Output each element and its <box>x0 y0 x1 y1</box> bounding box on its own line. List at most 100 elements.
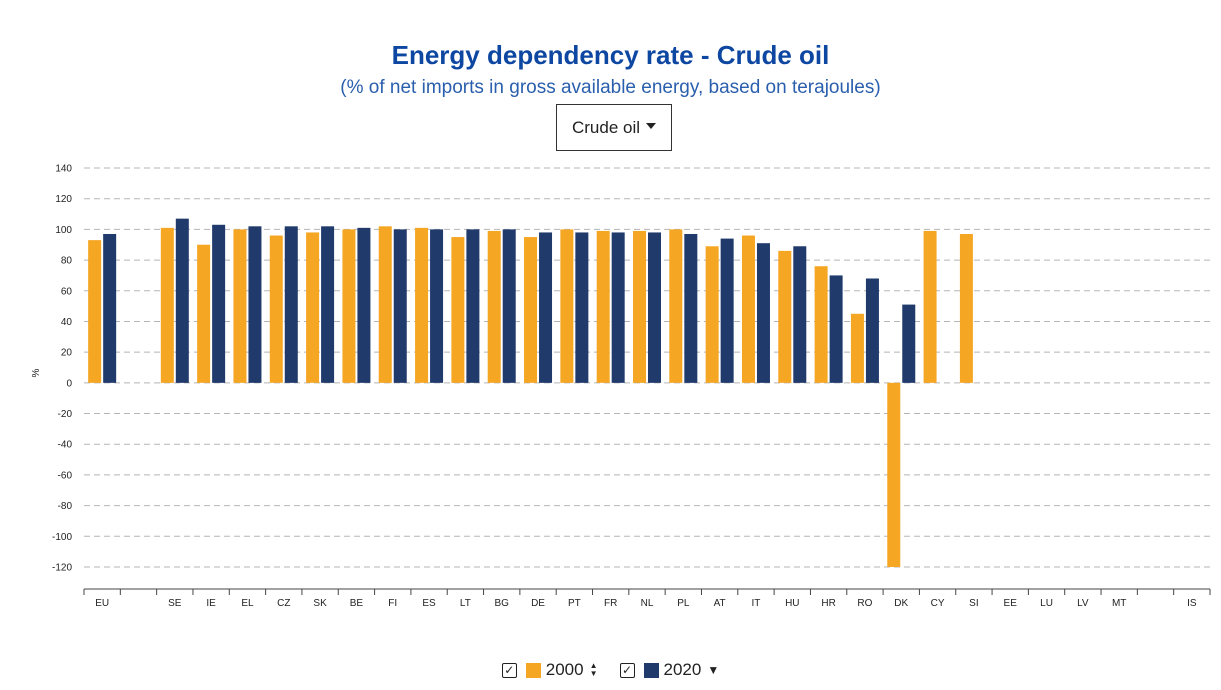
bar-2020-LT[interactable] <box>466 229 480 383</box>
legend-swatch-2020 <box>643 662 659 678</box>
x-tick-label: PL <box>677 598 690 609</box>
bar-2020-RO[interactable] <box>865 278 879 383</box>
bar-2020-HU[interactable] <box>793 246 807 383</box>
bar-2020-DK[interactable] <box>902 304 916 383</box>
y-tick-label: -120 <box>52 563 72 574</box>
bar-2000-IT[interactable] <box>741 235 755 383</box>
bar-2020-NL[interactable] <box>648 232 661 383</box>
bar-2000-EL[interactable] <box>233 229 247 383</box>
bar-2000-BG[interactable] <box>487 230 501 383</box>
sort-down-icon[interactable]: ▼ <box>707 663 720 677</box>
x-tick-label: RO <box>857 598 872 609</box>
bar-2020-FI[interactable] <box>393 229 407 383</box>
x-tick-label: SK <box>313 598 327 609</box>
indicator-dropdown-label: Crude oil <box>571 117 641 137</box>
bar-2020-ES[interactable] <box>430 229 444 383</box>
bar-2020-FR[interactable] <box>611 232 625 383</box>
bar-2000-BE[interactable] <box>342 229 356 383</box>
bar-2000-AT[interactable] <box>705 246 719 383</box>
x-tick-label: HU <box>785 598 799 609</box>
x-tick-label: NL <box>641 598 654 609</box>
bar-2020-PL[interactable] <box>684 233 698 383</box>
bar-2020-SK[interactable] <box>321 226 335 383</box>
bar-2000-LT[interactable] <box>451 237 465 383</box>
x-tick-label: CZ <box>277 598 290 609</box>
chart-title: Energy dependency rate - Crude oil <box>391 40 830 70</box>
x-tick-label: IE <box>206 598 216 609</box>
bar-2000-FR[interactable] <box>596 230 610 383</box>
x-tick-label: DK <box>894 598 908 609</box>
chevron-down-icon <box>646 122 657 129</box>
bar-2000-CY[interactable] <box>923 230 937 383</box>
legend-item-2020[interactable]: ✓ 2020 ▼ <box>619 660 720 680</box>
bar-2020-EL[interactable] <box>248 226 262 383</box>
bar-2000-SI[interactable] <box>959 233 973 383</box>
y-tick-label: -60 <box>58 470 73 481</box>
bar-2000-ES[interactable] <box>415 227 429 383</box>
bar-2000-PT[interactable] <box>560 229 574 383</box>
bar-2000-EU[interactable] <box>88 240 102 383</box>
x-tick-label: EL <box>241 598 254 609</box>
indicator-dropdown[interactable]: Crude oil <box>556 104 672 151</box>
sort-updown-icon[interactable]: ▲ ▼ <box>589 661 598 678</box>
bar-2000-DE[interactable] <box>524 237 538 383</box>
y-tick-label: 80 <box>61 256 73 267</box>
x-tick-label: CY <box>931 598 945 609</box>
bar-2020-CZ[interactable] <box>284 226 298 383</box>
bar-2020-IE[interactable] <box>212 224 226 383</box>
bar-2000-CZ[interactable] <box>269 235 283 383</box>
grid-lines <box>84 167 1210 568</box>
bar-2000-SK[interactable] <box>306 232 320 383</box>
legend-label-2020: 2020 <box>663 660 702 679</box>
y-tick-label: 100 <box>55 225 72 236</box>
bar-2020-BG[interactable] <box>502 229 516 383</box>
x-tick-label: AT <box>714 598 726 609</box>
y-tick-label: 40 <box>61 317 73 328</box>
y-tick-label: -100 <box>52 532 72 543</box>
x-tick-label: ES <box>422 598 436 609</box>
bar-2020-HR[interactable] <box>829 275 843 383</box>
legend: ✓ 2000 ▲ ▼ ✓ 2020 ▼ <box>0 657 1221 683</box>
x-tick-label: SE <box>168 598 182 609</box>
checkbox-checked-icon[interactable]: ✓ <box>501 662 517 678</box>
x-tick-label: DE <box>531 598 545 609</box>
y-axis-label: % <box>31 368 42 377</box>
bar-2000-SE[interactable] <box>160 227 174 383</box>
bar-2000-PL[interactable] <box>669 229 683 383</box>
bar-2000-IE[interactable] <box>197 244 211 383</box>
x-tick-label: MT <box>1112 598 1126 609</box>
bar-2020-AT[interactable] <box>720 238 734 383</box>
bar-2020-EU[interactable] <box>103 233 117 383</box>
bar-2000-RO[interactable] <box>850 313 864 383</box>
x-tick-label: LU <box>1040 598 1053 609</box>
chart-subtitle: (% of net imports in gross available ene… <box>340 77 881 98</box>
bar-2000-NL[interactable] <box>633 230 646 383</box>
bar-2000-HU[interactable] <box>778 250 792 383</box>
y-tick-label: -80 <box>58 501 73 512</box>
x-tick-label: EU <box>95 598 109 609</box>
bar-2020-SE[interactable] <box>175 218 189 383</box>
bar-2000-HR[interactable] <box>814 266 828 383</box>
bars <box>88 218 973 567</box>
y-tick-label: 140 <box>55 164 72 175</box>
y-tick-label: 120 <box>55 194 72 205</box>
x-tick-label: PT <box>568 598 581 609</box>
x-tick-label: IS <box>1187 598 1197 609</box>
bar-2000-FI[interactable] <box>378 226 392 383</box>
checkbox-checked-icon[interactable]: ✓ <box>619 662 635 678</box>
y-axis-ticks: 140 120 100 80 60 40 20 0 -20 -40 -60 -80 -100 -120 <box>52 164 72 574</box>
y-tick-label: 20 <box>61 348 73 359</box>
bar-2020-IT[interactable] <box>756 243 770 383</box>
legend-label-2000: 2000 <box>545 660 584 679</box>
x-tick-label: LV <box>1077 598 1089 609</box>
bar-2020-DE[interactable] <box>539 232 553 383</box>
x-tick-label: BE <box>350 598 364 609</box>
legend-item-2000[interactable]: ✓ 2000 ▲ ▼ <box>501 660 598 680</box>
legend-swatch-2000 <box>525 662 541 678</box>
bar-2000-DK[interactable] <box>887 382 901 567</box>
x-tick-label: IT <box>752 598 761 609</box>
bar-2020-BE[interactable] <box>357 227 371 383</box>
bar-2020-PT[interactable] <box>575 232 589 383</box>
y-tick-label: -20 <box>58 409 73 420</box>
x-tick-label: HR <box>821 598 835 609</box>
